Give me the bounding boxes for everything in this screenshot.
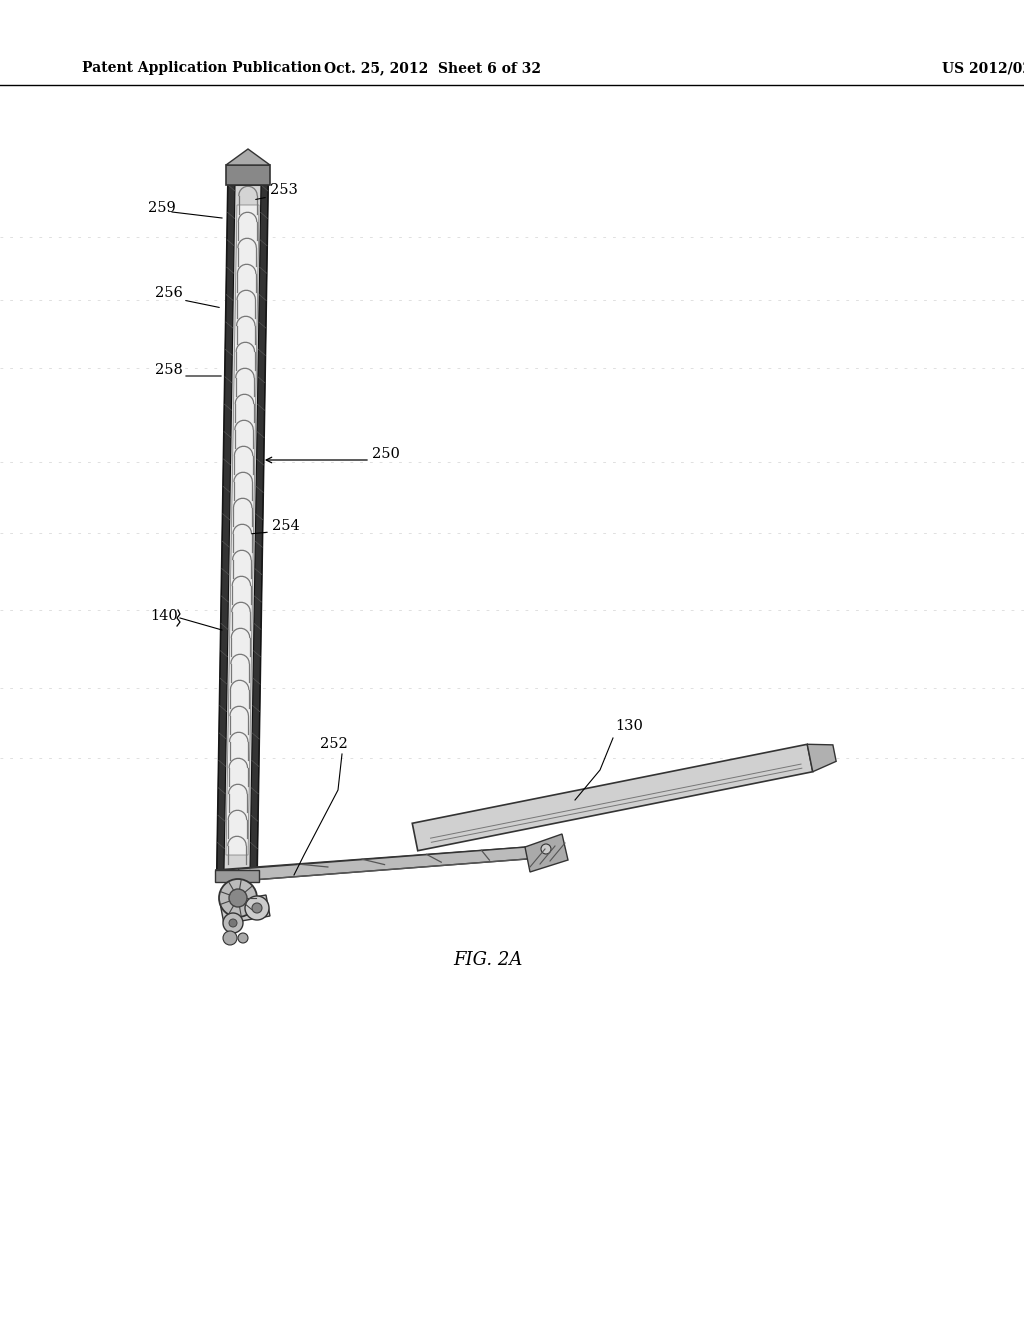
Polygon shape	[239, 846, 541, 880]
Text: Oct. 25, 2012  Sheet 6 of 32: Oct. 25, 2012 Sheet 6 of 32	[324, 61, 541, 75]
Polygon shape	[215, 846, 541, 870]
Circle shape	[229, 919, 237, 927]
Text: Patent Application Publication: Patent Application Publication	[82, 61, 322, 75]
Text: 140: 140	[150, 609, 178, 623]
Text: 259: 259	[148, 201, 176, 215]
Polygon shape	[250, 185, 268, 870]
Circle shape	[238, 933, 248, 942]
Circle shape	[245, 896, 269, 920]
Polygon shape	[220, 895, 270, 924]
Polygon shape	[215, 870, 259, 882]
Circle shape	[223, 931, 237, 945]
Text: FIG. 2A: FIG. 2A	[454, 950, 522, 969]
Polygon shape	[807, 744, 837, 772]
Polygon shape	[217, 185, 234, 870]
Circle shape	[223, 913, 243, 933]
Text: 250: 250	[372, 447, 400, 461]
Text: 258: 258	[155, 363, 183, 378]
Text: 254: 254	[272, 519, 300, 533]
Polygon shape	[217, 185, 268, 870]
Circle shape	[229, 888, 247, 907]
Circle shape	[252, 903, 262, 913]
Polygon shape	[226, 149, 270, 165]
Circle shape	[541, 843, 551, 854]
Text: US 2012/0271285 A1: US 2012/0271285 A1	[942, 61, 1024, 75]
Text: 252: 252	[319, 737, 348, 751]
Circle shape	[219, 879, 257, 917]
Polygon shape	[226, 165, 270, 185]
Text: 253: 253	[270, 183, 298, 197]
Polygon shape	[525, 834, 568, 873]
Text: 256: 256	[155, 286, 183, 300]
Polygon shape	[413, 744, 813, 850]
Text: 130: 130	[615, 719, 643, 733]
Polygon shape	[226, 205, 259, 855]
